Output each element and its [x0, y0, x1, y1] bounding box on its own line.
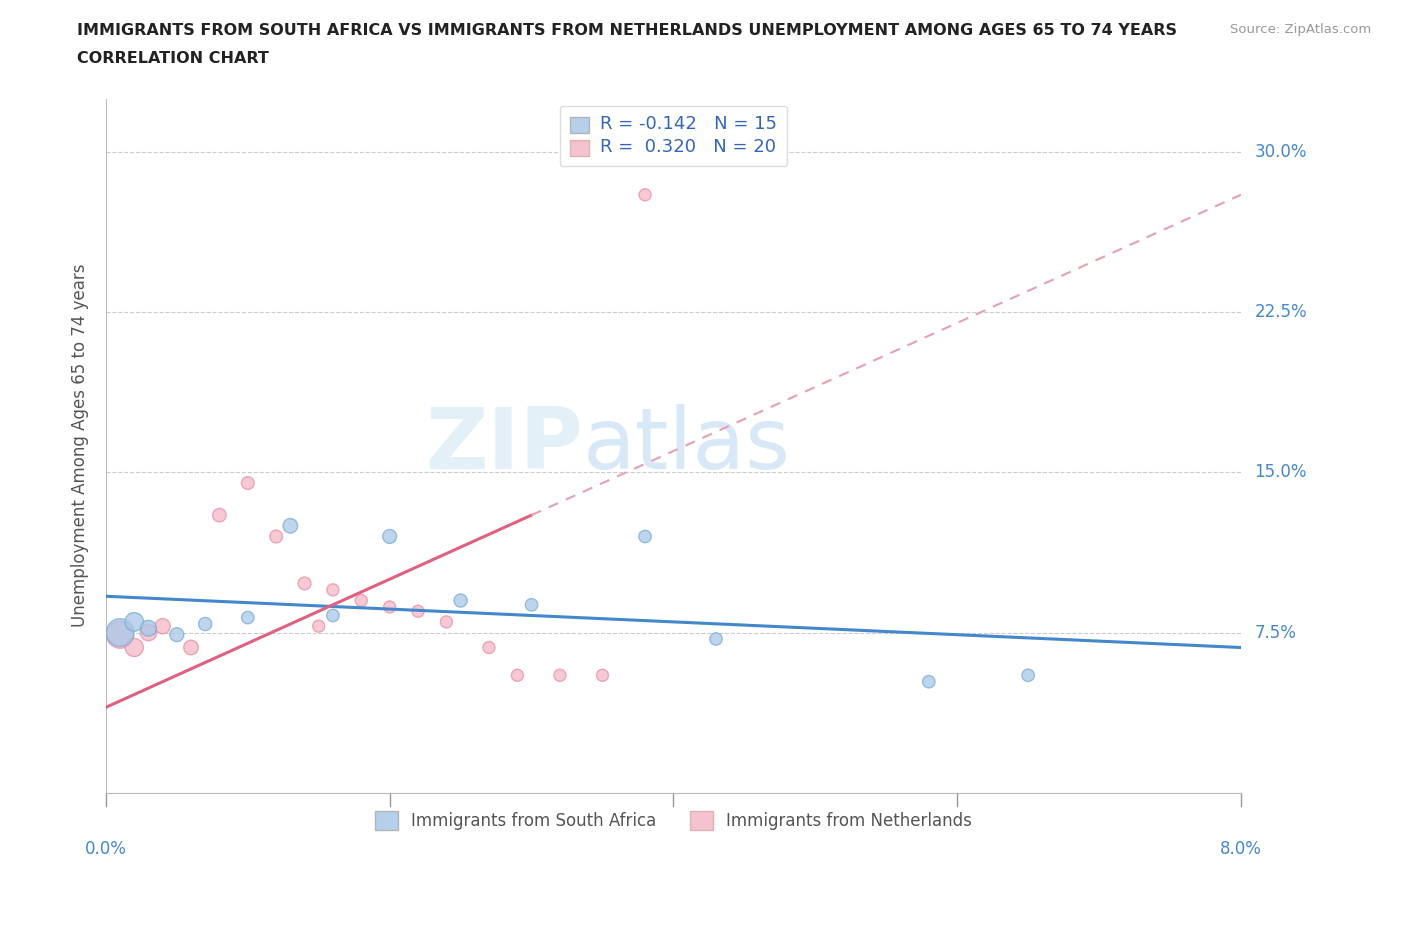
- Point: [406, 604, 429, 618]
- Text: IMMIGRANTS FROM SOUTH AFRICA VS IMMIGRANTS FROM NETHERLANDS UNEMPLOYMENT AMONG A: IMMIGRANTS FROM SOUTH AFRICA VS IMMIGRAN…: [77, 23, 1177, 38]
- Point: [236, 475, 259, 490]
- Point: [138, 621, 160, 636]
- Point: [108, 627, 131, 642]
- Text: Source: ZipAtlas.com: Source: ZipAtlas.com: [1230, 23, 1371, 36]
- Text: 30.0%: 30.0%: [1254, 143, 1308, 161]
- Point: [108, 625, 131, 640]
- Point: [918, 674, 941, 689]
- Point: [520, 597, 543, 612]
- Point: [166, 627, 188, 642]
- Point: [138, 625, 160, 640]
- Point: [436, 615, 458, 630]
- Point: [478, 640, 501, 655]
- Text: CORRELATION CHART: CORRELATION CHART: [77, 51, 269, 66]
- Point: [308, 618, 330, 633]
- Text: atlas: atlas: [582, 405, 790, 487]
- Point: [350, 593, 373, 608]
- Text: ZIP: ZIP: [425, 405, 582, 487]
- Point: [322, 608, 344, 623]
- Point: [180, 640, 202, 655]
- Y-axis label: Unemployment Among Ages 65 to 74 years: Unemployment Among Ages 65 to 74 years: [72, 264, 89, 628]
- Point: [704, 631, 727, 646]
- Point: [322, 582, 344, 597]
- Point: [236, 610, 259, 625]
- Legend: Immigrants from South Africa, Immigrants from Netherlands: Immigrants from South Africa, Immigrants…: [368, 804, 979, 836]
- Point: [634, 187, 657, 202]
- Point: [548, 668, 571, 683]
- Text: 15.0%: 15.0%: [1254, 463, 1308, 482]
- Point: [634, 529, 657, 544]
- Point: [124, 640, 146, 655]
- Text: 7.5%: 7.5%: [1254, 624, 1296, 642]
- Text: 8.0%: 8.0%: [1220, 840, 1261, 857]
- Point: [592, 668, 614, 683]
- Text: 22.5%: 22.5%: [1254, 303, 1308, 321]
- Point: [124, 615, 146, 630]
- Point: [378, 529, 401, 544]
- Point: [294, 576, 316, 591]
- Point: [152, 618, 174, 633]
- Point: [506, 668, 529, 683]
- Point: [194, 617, 217, 631]
- Point: [1017, 668, 1039, 683]
- Point: [280, 518, 302, 533]
- Point: [450, 593, 472, 608]
- Point: [378, 600, 401, 615]
- Point: [208, 508, 231, 523]
- Text: 0.0%: 0.0%: [84, 840, 127, 857]
- Point: [264, 529, 287, 544]
